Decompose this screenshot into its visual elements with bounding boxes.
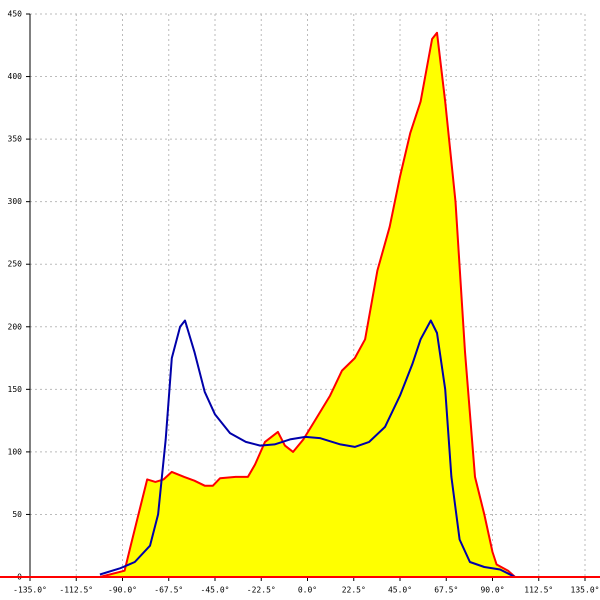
x-tick-label: 67.5° [434,586,458,595]
y-tick-label: 300 [8,197,23,206]
x-tick-label: 90.0° [480,586,504,595]
y-tick-label: 100 [8,447,23,456]
x-tick-label: 135.0° [571,586,600,595]
x-tick-label: -22.5° [247,586,276,595]
x-tick-label: 22.5° [342,586,366,595]
y-tick-label: 200 [8,322,23,331]
x-tick-label: -112.5° [59,586,93,595]
x-tick-label: -67.5° [154,586,183,595]
y-tick-label: 50 [12,510,22,519]
x-tick-label: -90.0° [108,586,137,595]
x-tick-label: 112.5° [524,586,553,595]
y-tick-label: 450 [8,10,23,19]
x-tick-label: -135.0° [13,586,47,595]
x-tick-label: 45.0° [388,586,412,595]
x-tick-label: 0.0° [298,586,317,595]
y-tick-label: 150 [8,385,23,394]
x-tick-label: -45.0° [201,586,230,595]
y-tick-label: 250 [8,260,23,269]
y-tick-label: 400 [8,72,23,81]
line [99,319,516,578]
area [98,31,517,578]
y-tick-label: 350 [8,135,23,144]
